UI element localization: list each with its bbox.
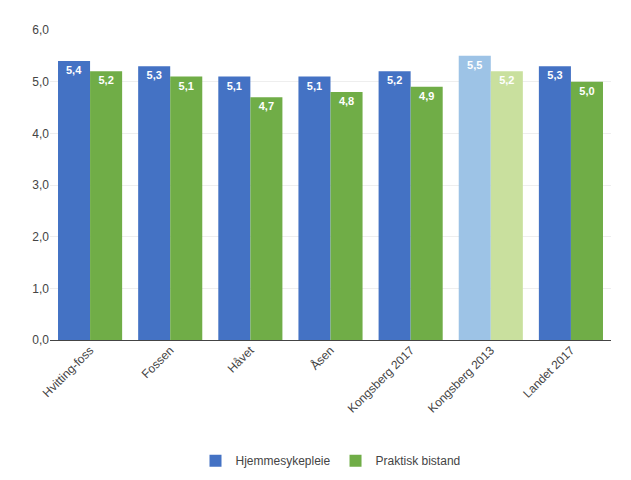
- svg-text:2,0: 2,0: [32, 230, 49, 244]
- svg-text:Hvitting-foss: Hvitting-foss: [40, 343, 97, 400]
- svg-text:6,0: 6,0: [32, 23, 49, 37]
- svg-text:4,8: 4,8: [339, 95, 354, 107]
- svg-text:5,0: 5,0: [579, 85, 594, 97]
- svg-text:5,2: 5,2: [98, 74, 113, 86]
- svg-text:Kongsberg 2013: Kongsberg 2013: [425, 343, 497, 415]
- svg-text:4,9: 4,9: [419, 90, 434, 102]
- svg-text:5,2: 5,2: [387, 74, 402, 86]
- svg-text:Landet 2017: Landet 2017: [520, 343, 577, 400]
- svg-text:5,4: 5,4: [66, 64, 82, 76]
- svg-text:5,1: 5,1: [307, 80, 322, 92]
- svg-text:Kongsberg 2017: Kongsberg 2017: [345, 343, 417, 415]
- svg-text:5,3: 5,3: [547, 69, 562, 81]
- svg-text:4,0: 4,0: [32, 127, 49, 141]
- svg-text:Åsen: Åsen: [307, 343, 337, 373]
- svg-text:1,0: 1,0: [32, 282, 49, 296]
- svg-text:3,0: 3,0: [32, 178, 49, 192]
- svg-text:5,0: 5,0: [32, 75, 49, 89]
- svg-text:0,0: 0,0: [32, 333, 49, 347]
- svg-text:Hjemmesykepleie: Hjemmesykepleie: [236, 454, 331, 468]
- svg-text:5,1: 5,1: [179, 80, 194, 92]
- svg-text:Fossen: Fossen: [139, 343, 177, 381]
- svg-text:5,1: 5,1: [227, 80, 242, 92]
- svg-text:5,3: 5,3: [147, 69, 162, 81]
- svg-text:Håvet: Håvet: [225, 343, 258, 376]
- svg-text:4,7: 4,7: [259, 100, 274, 112]
- svg-text:Praktisk bistand: Praktisk bistand: [376, 454, 461, 468]
- svg-text:5,2: 5,2: [499, 74, 514, 86]
- svg-text:5,5: 5,5: [467, 59, 482, 71]
